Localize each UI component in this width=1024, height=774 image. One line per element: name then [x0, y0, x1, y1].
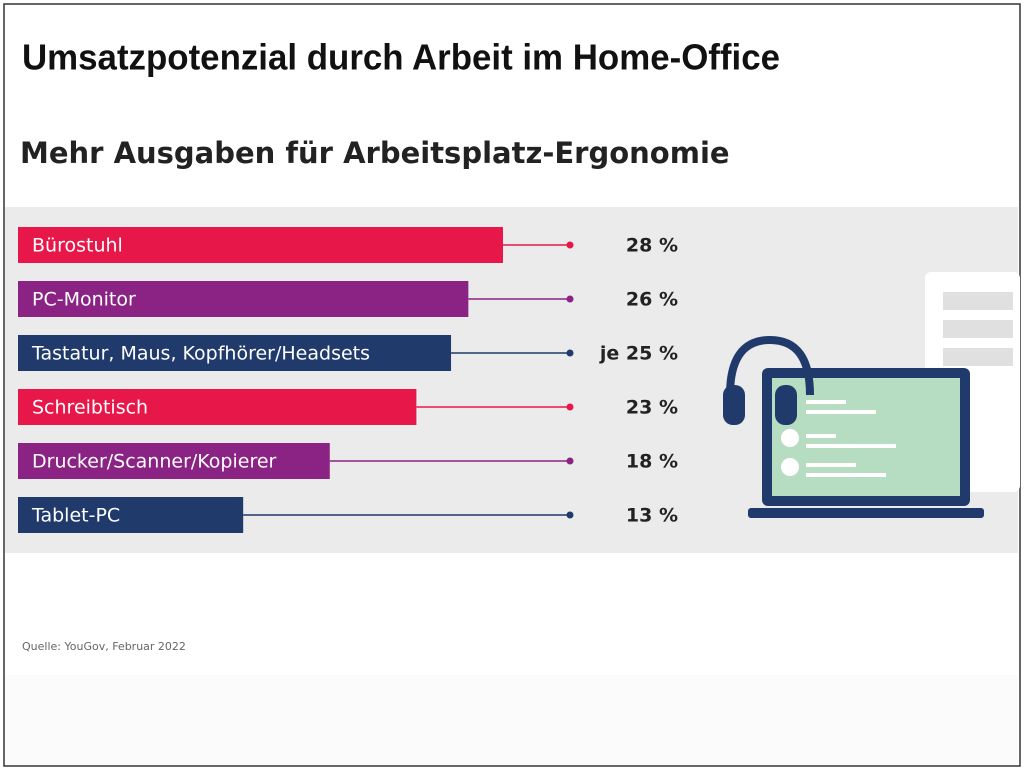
category-label: Bürostuhl: [32, 235, 123, 257]
leader-dot: [566, 403, 574, 411]
value-label: je 25 %: [599, 343, 678, 365]
leader-dot: [566, 457, 574, 465]
leader-dot: [566, 241, 574, 249]
category-label: PC-Monitor: [32, 289, 136, 311]
value-label: 13 %: [626, 505, 678, 527]
category-label: Schreibtisch: [32, 397, 148, 419]
bar: [18, 335, 452, 371]
value-label: 28 %: [626, 235, 678, 257]
value-label: 23 %: [626, 397, 678, 419]
category-label: Tablet-PC: [31, 505, 120, 527]
bar: [18, 281, 469, 317]
chart-title: Mehr Ausgaben für Arbeitsplatz-Ergonomie: [20, 136, 730, 170]
category-label: Tastatur, Maus, Kopfhörer/Headsets: [31, 343, 370, 365]
value-label: 18 %: [626, 451, 678, 473]
bar: [18, 443, 330, 479]
bar: [18, 389, 417, 425]
leader-dot: [566, 511, 574, 519]
bar: [18, 497, 244, 533]
bar: [18, 227, 503, 263]
source: Quelle: YouGov, Februar 2022: [22, 640, 186, 653]
category-label: Drucker/Scanner/Kopierer: [32, 451, 277, 473]
footer-band: [5, 675, 1018, 765]
leader-dot: [566, 295, 574, 303]
laptop-illustration: [723, 272, 1020, 518]
page-title: Umsatzpotenzial durch Arbeit im Home-Off…: [22, 37, 780, 78]
value-label: 26 %: [626, 289, 678, 311]
leader-dot: [566, 349, 574, 357]
